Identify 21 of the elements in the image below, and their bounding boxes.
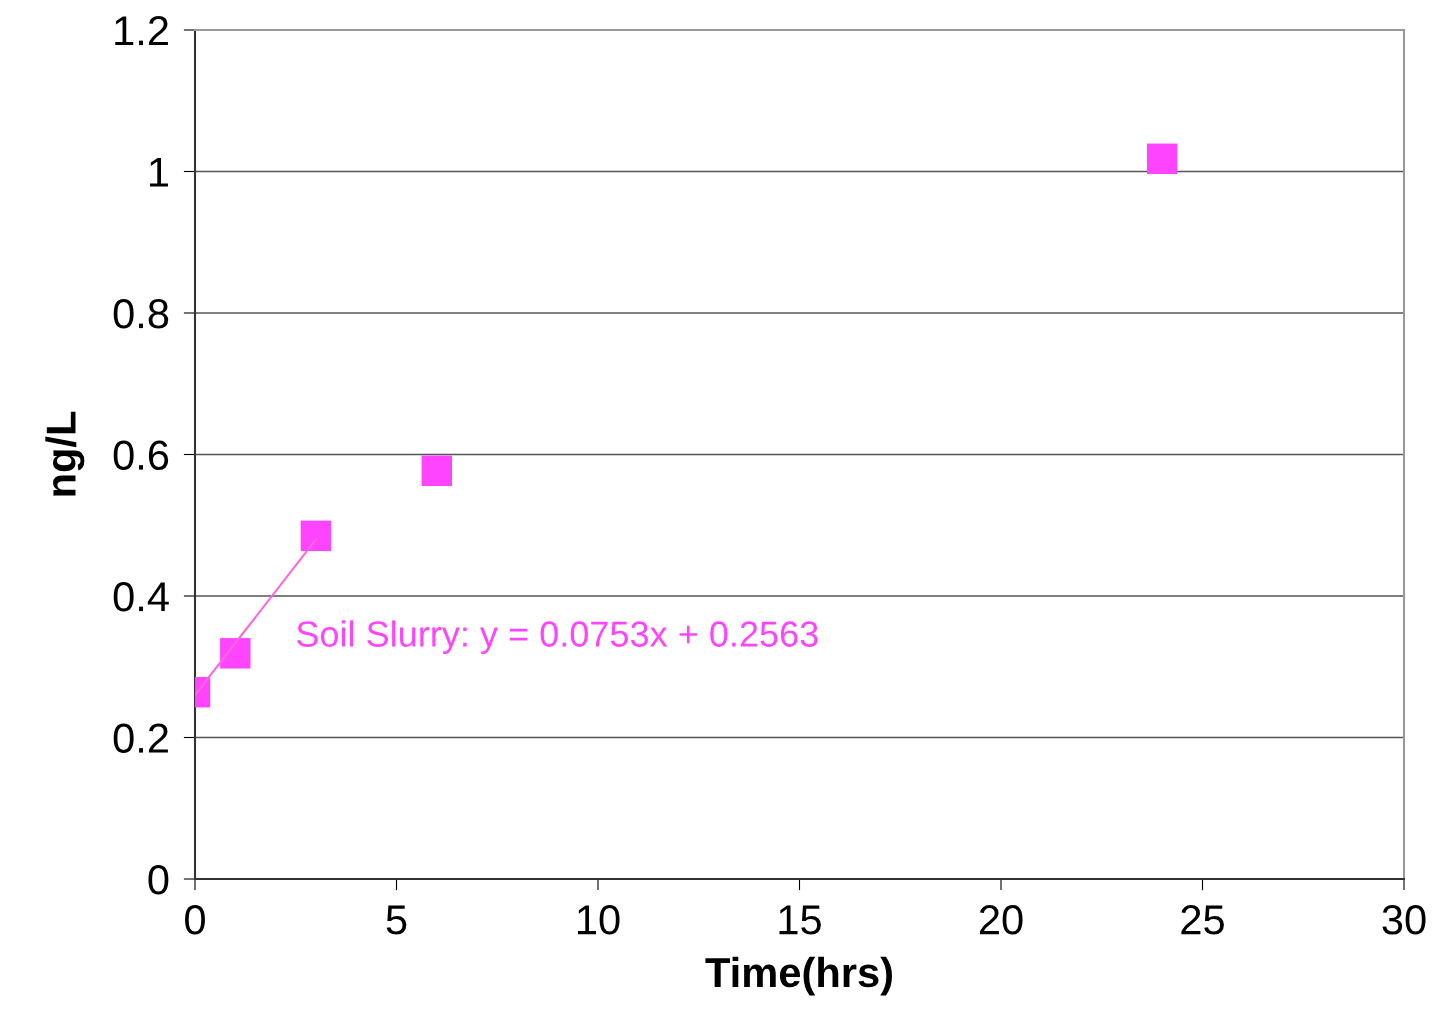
annotation: Soil Slurry: y = 0.0753x + 0.2563 (296, 620, 818, 655)
x-tick-label: 20 (979, 905, 1023, 935)
x-tick-label: 5 (386, 905, 407, 935)
y-tick-label: 1.2 (115, 16, 168, 46)
y-tick-label: 0.2 (113, 723, 168, 754)
y-tick-label: 0.6 (113, 440, 169, 471)
y-axis-title: ng/L (45, 411, 85, 496)
x-axis-title: Time(hrs) (705, 956, 892, 996)
point (300, 520, 332, 552)
y-tick-label: 0.8 (113, 299, 169, 329)
y-tick-label: 0.4 (113, 582, 169, 612)
point (1146, 143, 1178, 174)
x-tick-label: 0 (185, 905, 205, 935)
y-tick-label: 1 (150, 157, 168, 187)
x-tick-label: 15 (779, 905, 821, 935)
x-tick-label: 30 (1382, 905, 1426, 935)
x-tick-label: 10 (578, 905, 620, 935)
point (421, 455, 453, 486)
y-tick-label: 0 (148, 865, 169, 895)
point (220, 638, 251, 669)
x-tick-label: 25 (1181, 905, 1224, 935)
